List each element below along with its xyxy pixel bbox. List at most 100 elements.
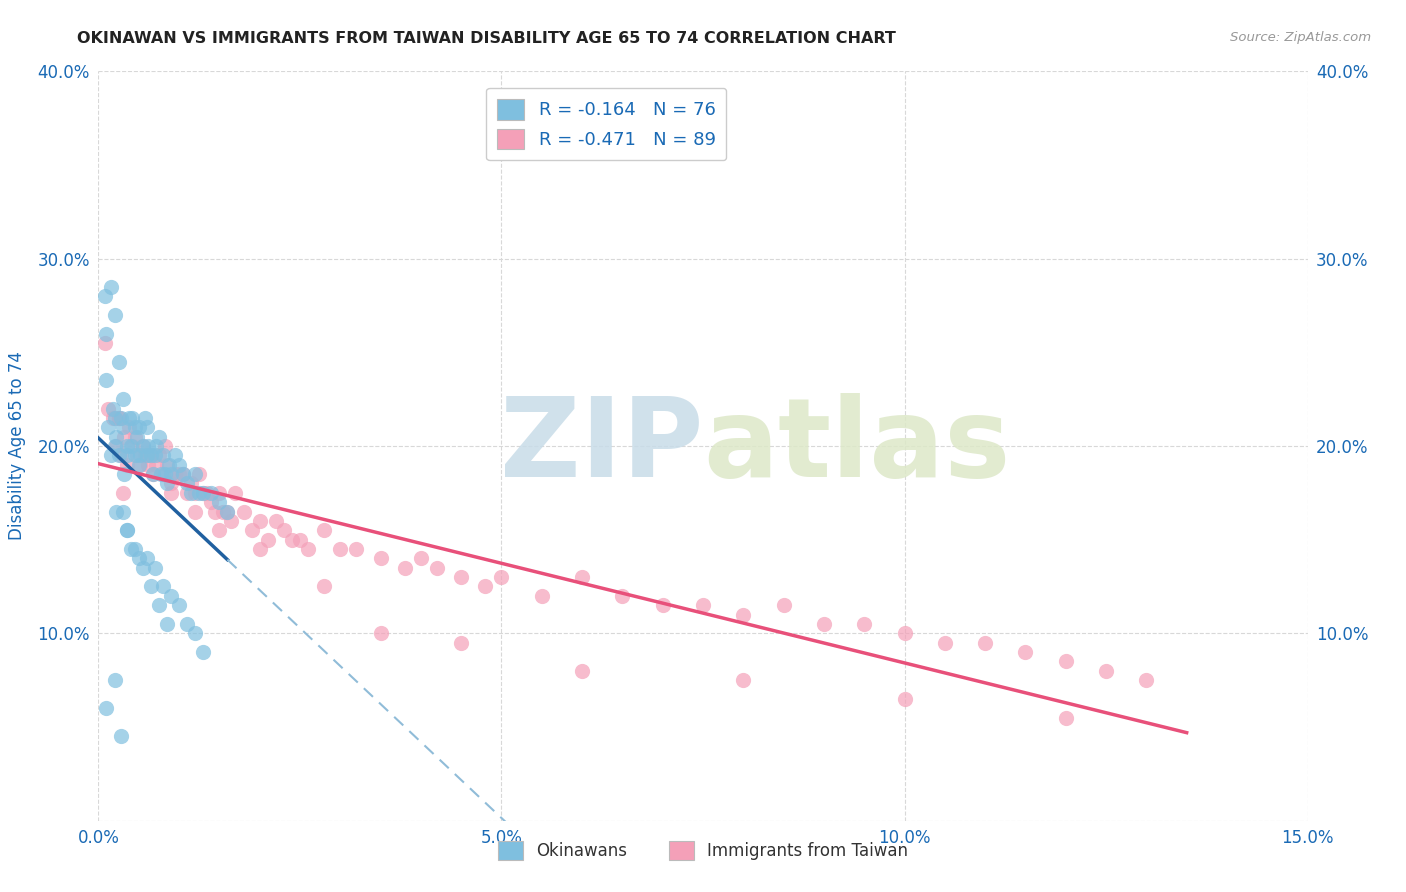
Point bbox=[127, 430, 149, 444]
Point bbox=[571, 570, 593, 584]
Point bbox=[974, 635, 997, 649]
Point bbox=[152, 580, 174, 594]
Point bbox=[160, 476, 183, 491]
Point bbox=[450, 570, 472, 584]
Point bbox=[1014, 645, 1036, 659]
Point bbox=[530, 589, 553, 603]
Point bbox=[160, 467, 183, 482]
Point bbox=[135, 551, 157, 566]
Point bbox=[474, 580, 496, 594]
Point bbox=[124, 420, 146, 434]
Point bbox=[111, 392, 134, 407]
Point bbox=[121, 439, 143, 453]
Point bbox=[135, 449, 157, 463]
Point bbox=[571, 664, 593, 678]
Point bbox=[733, 607, 755, 622]
Point bbox=[193, 645, 215, 659]
Point bbox=[148, 430, 170, 444]
Point bbox=[934, 635, 956, 649]
Point bbox=[97, 420, 120, 434]
Point bbox=[344, 542, 367, 557]
Point bbox=[120, 439, 142, 453]
Point bbox=[160, 589, 183, 603]
Point bbox=[893, 692, 915, 706]
Point bbox=[118, 411, 141, 425]
Point bbox=[329, 542, 352, 557]
Point bbox=[135, 420, 157, 434]
Text: Source: ZipAtlas.com: Source: ZipAtlas.com bbox=[1230, 31, 1371, 45]
Point bbox=[110, 730, 132, 744]
Point bbox=[152, 449, 174, 463]
Point bbox=[249, 542, 271, 557]
Point bbox=[110, 411, 132, 425]
Point bbox=[180, 486, 202, 500]
Point bbox=[101, 401, 124, 416]
Point bbox=[94, 336, 117, 351]
Point bbox=[107, 449, 129, 463]
Point bbox=[772, 599, 794, 613]
Point bbox=[150, 467, 173, 482]
Point bbox=[128, 420, 150, 434]
Point bbox=[107, 411, 129, 425]
Point bbox=[139, 449, 162, 463]
Point bbox=[129, 458, 152, 472]
Point bbox=[153, 467, 176, 482]
Point bbox=[208, 486, 231, 500]
Y-axis label: Disability Age 65 to 74: Disability Age 65 to 74 bbox=[8, 351, 27, 541]
Point bbox=[97, 401, 120, 416]
Point bbox=[273, 524, 295, 538]
Point bbox=[115, 524, 138, 538]
Point bbox=[134, 449, 156, 463]
Point bbox=[184, 467, 207, 482]
Point bbox=[132, 439, 155, 453]
Point bbox=[176, 476, 198, 491]
Point bbox=[112, 430, 135, 444]
Point bbox=[142, 467, 165, 482]
Point bbox=[118, 420, 141, 434]
Point bbox=[314, 524, 336, 538]
Point bbox=[224, 486, 246, 500]
Point bbox=[152, 467, 174, 482]
Point bbox=[208, 495, 231, 509]
Point bbox=[221, 514, 243, 528]
Point bbox=[138, 439, 160, 453]
Point bbox=[111, 486, 134, 500]
Point bbox=[188, 467, 211, 482]
Legend: Okinawans, Immigrants from Taiwan: Okinawans, Immigrants from Taiwan bbox=[489, 832, 917, 869]
Point bbox=[184, 486, 207, 500]
Point bbox=[129, 449, 152, 463]
Point bbox=[176, 617, 198, 632]
Point bbox=[184, 505, 207, 519]
Point bbox=[112, 467, 135, 482]
Point bbox=[156, 617, 179, 632]
Point bbox=[115, 449, 138, 463]
Point bbox=[96, 326, 118, 341]
Point bbox=[163, 449, 186, 463]
Point bbox=[157, 458, 180, 472]
Point bbox=[176, 486, 198, 500]
Point bbox=[450, 635, 472, 649]
Point bbox=[124, 430, 146, 444]
Point bbox=[853, 617, 876, 632]
Point bbox=[120, 542, 142, 557]
Point bbox=[167, 467, 190, 482]
Point bbox=[212, 505, 235, 519]
Point bbox=[612, 589, 634, 603]
Point bbox=[100, 449, 122, 463]
Point bbox=[124, 449, 146, 463]
Point bbox=[409, 551, 432, 566]
Point bbox=[314, 580, 336, 594]
Point bbox=[132, 439, 155, 453]
Point bbox=[128, 551, 150, 566]
Point bbox=[394, 561, 416, 575]
Point bbox=[200, 495, 222, 509]
Point bbox=[193, 486, 215, 500]
Point bbox=[156, 476, 179, 491]
Point bbox=[111, 505, 134, 519]
Point bbox=[232, 505, 254, 519]
Point bbox=[127, 449, 149, 463]
Point bbox=[148, 449, 170, 463]
Point bbox=[692, 599, 714, 613]
Point bbox=[135, 449, 157, 463]
Point bbox=[256, 533, 278, 547]
